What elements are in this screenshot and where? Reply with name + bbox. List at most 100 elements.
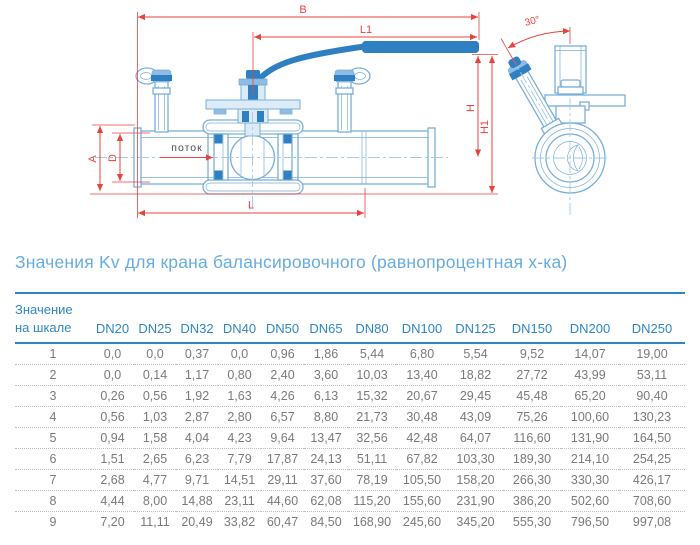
kv-value: 426,17 [632,473,672,488]
dim-label-a: A [87,155,99,163]
scale-value: 5 [49,431,57,446]
column-header: DN150 [503,293,561,345]
kv-value: 17,87 [266,452,299,467]
kv-value: 8,80 [313,410,339,425]
angle-label: 30° [524,14,541,29]
kv-value: 15,32 [356,389,388,404]
dimension-h: H [465,56,482,157]
kv-value: 502,60 [570,494,610,509]
scale-value: 9 [49,515,57,530]
kv-value: 155,60 [402,494,442,509]
kv-value: 18,82 [459,368,492,383]
kv-value: 0,37 [184,347,210,362]
kv-value: 14,51 [223,473,256,488]
page-title: Значения Kv для крана балансировочного (… [15,252,568,272]
kv-value: 14,88 [181,494,213,509]
kv-value: 1,51 [100,452,125,467]
housing-collar-bottom [202,179,304,195]
kv-value: 4,23 [227,431,252,446]
kv-value: 20,49 [181,515,213,530]
dim-label-d: D [107,154,119,162]
table-row: 2 0,0 0,14 1,17 0,80 2,40 3,60 10,03 13,40 18,82 2… [15,365,685,386]
kv-value: 0,56 [100,410,125,425]
kv-value: 29,45 [459,389,492,404]
kv-value: 0,0 [103,347,122,362]
kv-value: 1,17 [184,368,210,383]
kv-value: 116,60 [513,431,551,446]
kv-value: 130,23 [632,410,672,425]
kv-value: 7,20 [100,515,125,530]
kv-value: 6,23 [184,452,210,467]
kv-value: 21,73 [356,410,388,425]
kv-value: 103,30 [456,452,495,467]
kv-table-body: 1 0,0 0,0 0,37 0,0 0,96 1,86 5,44 6,80 5,54 9,52 14… [15,343,685,532]
front-view [95,41,479,208]
kv-value: 9,71 [184,473,210,488]
kv-value: 1,92 [184,389,210,404]
kv-value: 60,47 [266,515,299,530]
kv-value: 164,50 [632,431,672,446]
kv-value: 345,20 [456,515,495,530]
kv-value: 0,94 [100,431,125,446]
kv-value: 0,0 [103,368,122,383]
kv-value: 5,54 [463,347,488,362]
column-header: DN200 [561,293,619,345]
kv-value: 231,90 [456,494,495,509]
kv-value: 62,08 [310,494,342,509]
dim-label-l1: L1 [360,24,372,36]
side-view [508,45,626,218]
kv-value: 14,07 [574,347,606,362]
valve-drawing-svg: B L1 H H1 A D L [87,4,626,218]
kv-value: 53,11 [636,368,668,383]
table-row: 9 7,20 11,11 20,49 33,82 60,47 84,50 168,90 245,… [15,512,685,533]
scale-value: 8 [49,494,57,509]
column-header: DN25 [134,293,176,345]
dimension-angle: 30° [500,14,571,65]
table-row: 3 0,26 0,56 1,92 1,63 4,26 6,13 15,32 20,67 29,45… [15,386,685,407]
dimensions: B L1 H H1 A D L [87,4,571,218]
column-header: DN50 [261,293,304,345]
kv-value: 75,26 [516,410,548,425]
kv-value: 0,56 [142,389,168,404]
header-row: Значение на шкале DN20 DN25 DN32 DN40 DN50 DN… [15,293,685,345]
kv-value: 32,56 [356,431,388,446]
kv-value: 1,86 [313,347,339,362]
kv-value: 64,07 [459,431,492,446]
kv-value: 6,57 [270,410,295,425]
scale-value: 2 [49,368,57,383]
kv-value: 1,03 [142,410,168,425]
kv-value: 84,50 [310,515,342,530]
column-header: DN100 [396,293,448,345]
angled-sensor-port [508,53,567,152]
dimension-d: D [107,134,124,181]
scale-value: 3 [49,389,57,404]
kv-value: 90,40 [636,389,668,404]
kv-value: 0,80 [227,368,252,383]
kv-value: 65,20 [574,389,606,404]
column-header: DN250 [619,293,685,345]
kv-value: 245,60 [402,515,442,530]
kv-value: 67,82 [406,452,438,467]
kv-value: 1,63 [227,389,252,404]
dimension-a: A [87,125,104,191]
kv-value: 254,25 [632,452,672,467]
kv-value: 5,44 [359,347,385,362]
kv-value: 42,48 [406,431,438,446]
kv-value: 7,79 [227,452,252,467]
kv-value: 10,03 [356,368,388,383]
kv-value: 168,90 [352,515,392,530]
kv-value: 0,14 [142,368,168,383]
kv-value: 13,47 [310,431,342,446]
kv-table: Значение на шкале DN20 DN25 DN32 DN40 DN50 DN… [15,292,685,532]
kv-value: 4,77 [142,473,168,488]
column-header: DN20 [91,293,134,345]
kv-value: 11,11 [140,515,170,530]
kv-value: 0,26 [100,389,125,404]
kv-value: 23,11 [224,494,255,509]
kv-value: 29,11 [267,473,298,488]
flow-label: поток [171,142,202,154]
handle [254,41,479,85]
flow-indicator: поток [160,142,213,161]
dimension-h1: H1 [479,56,496,193]
sensor-port-right [334,67,371,133]
